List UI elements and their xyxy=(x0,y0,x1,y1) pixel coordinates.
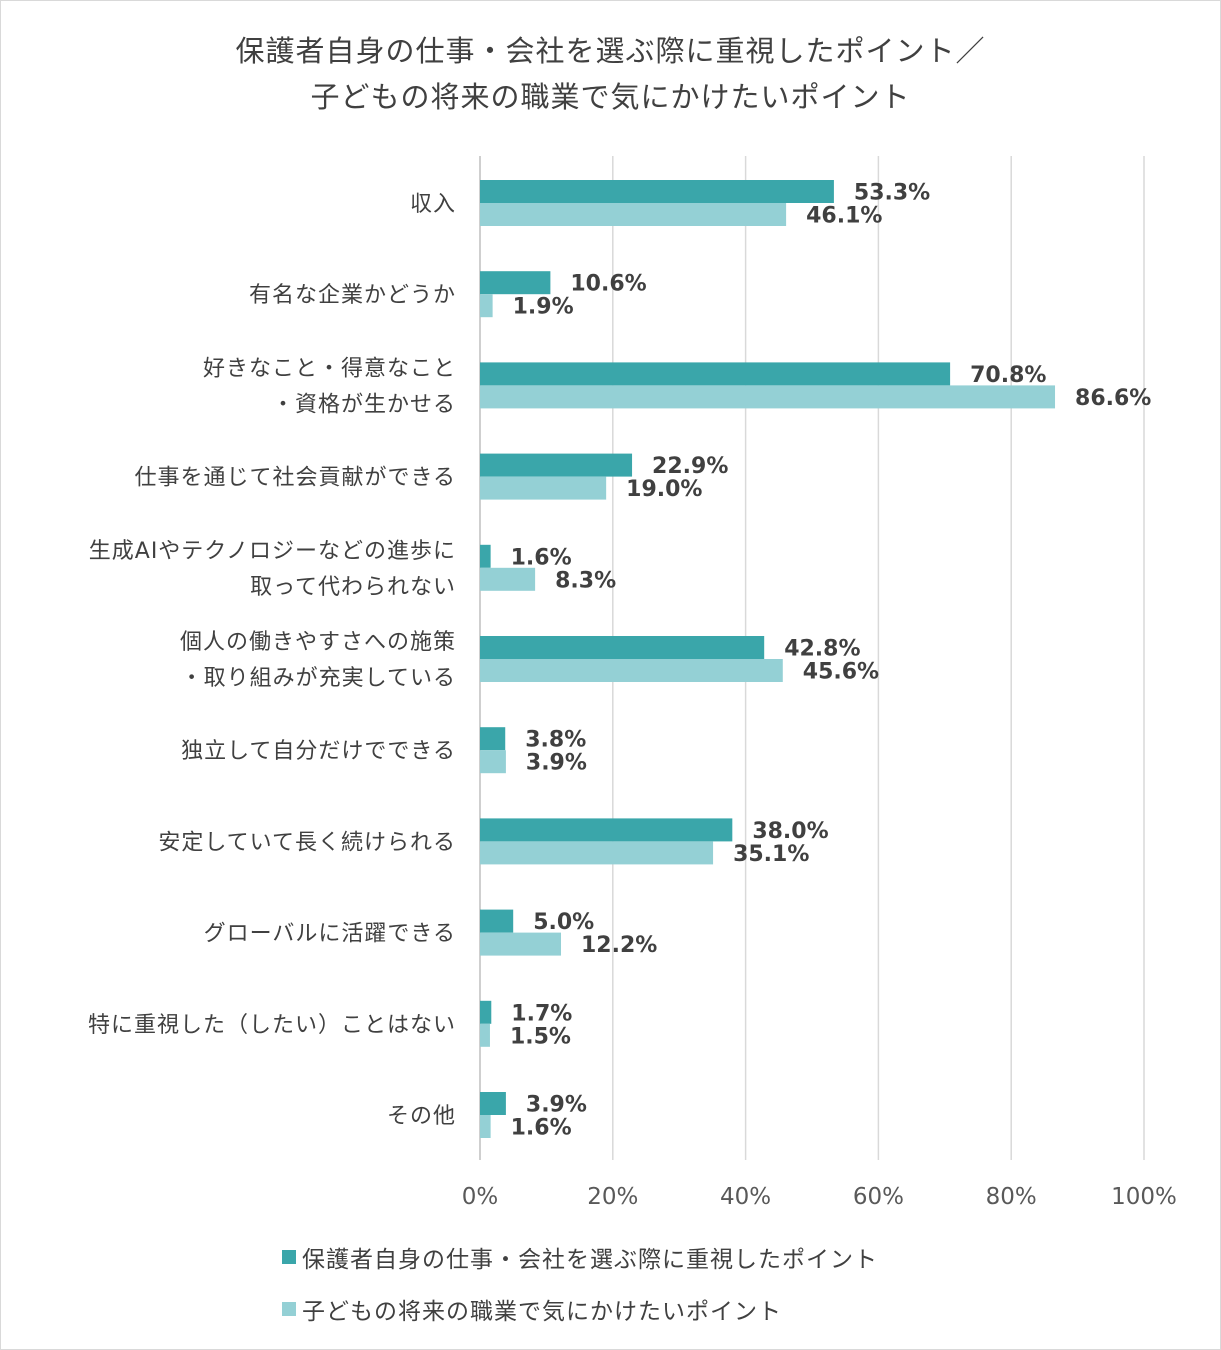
category-label: その他 xyxy=(387,1104,456,1129)
category-label-line: 好きなこと・得意なこと xyxy=(203,356,456,381)
category-label-line: 安定していて長く続けられる xyxy=(158,830,456,855)
category-label-line: 収入 xyxy=(410,192,456,217)
data-label: 46.1% xyxy=(806,204,882,229)
category-label: 有名な企業かどうか xyxy=(249,283,456,308)
data-label: 1.7% xyxy=(511,1001,572,1026)
bar-child xyxy=(480,932,562,956)
legend-item-child: 子どもの将来の職業で気にかけたいポイント xyxy=(282,1288,878,1330)
category-label: 生成AIやテクノロジーなどの進歩に取って代わられない xyxy=(89,539,456,600)
data-label: 22.9% xyxy=(652,454,728,479)
data-label: 1.6% xyxy=(511,1116,572,1141)
x-tick-label: 60% xyxy=(853,1184,904,1210)
data-label: 1.6% xyxy=(511,545,572,570)
data-label: 8.3% xyxy=(555,568,616,593)
category-labels: 収入有名な企業かどうか好きなこと・得意なこと・資格が生かせる仕事を通じて社会貢献… xyxy=(88,192,456,1129)
data-label: 86.6% xyxy=(1075,386,1151,411)
data-label: 12.2% xyxy=(581,933,657,958)
data-label: 1.5% xyxy=(510,1024,571,1049)
category-label-line: 取って代わられない xyxy=(250,575,456,600)
chart-title: 保護者自身の仕事・会社を選ぶ際に重視したポイント／ 子どもの将来の職業で気にかけ… xyxy=(0,28,1221,120)
chart-title-line-1: 保護者自身の仕事・会社を選ぶ際に重視したポイント／ xyxy=(235,34,986,68)
legend-label-child: 子どもの将来の職業で気にかけたいポイント xyxy=(302,1299,782,1325)
data-label: 3.8% xyxy=(525,728,586,753)
category-label: 独立して自分だけでできる xyxy=(181,739,456,764)
category-label: 安定していて長く続けられる xyxy=(158,830,456,855)
x-tick-label: 20% xyxy=(587,1184,638,1210)
category-label: 個人の働きやすさへの施策・取り組みが充実している xyxy=(180,630,456,691)
category-label: 特に重視した（したい）ことはない xyxy=(88,1013,456,1038)
legend-item-parent: 保護者自身の仕事・会社を選ぶ際に重視したポイント xyxy=(282,1236,878,1278)
bar-child xyxy=(480,659,783,682)
x-tick-labels: 0% 20% 40% 60% 80% 100% xyxy=(462,1184,1177,1210)
data-label: 5.0% xyxy=(533,910,594,935)
bar-parent xyxy=(480,1000,492,1024)
data-label: 38.0% xyxy=(752,819,828,844)
x-tick-label: 80% xyxy=(986,1184,1037,1210)
data-label: 53.3% xyxy=(854,181,930,206)
legend-swatch-child xyxy=(282,1302,296,1316)
data-label: 3.9% xyxy=(526,751,587,776)
x-tick-label: 0% xyxy=(462,1184,499,1210)
category-label-line: 生成AIやテクノロジーなどの進歩に xyxy=(89,539,456,564)
bar-child xyxy=(480,203,787,226)
legend: 保護者自身の仕事・会社を選ぶ際に重視したポイント 子どもの将来の職業で気にかけた… xyxy=(282,1236,878,1340)
category-label-line: 仕事を通じて社会貢献ができる xyxy=(134,466,456,491)
bar-child xyxy=(480,1023,490,1047)
data-label: 3.9% xyxy=(526,1093,587,1118)
category-label: グローバルに活躍できる xyxy=(204,922,456,947)
x-tick-label: 40% xyxy=(720,1184,771,1210)
bar-parent xyxy=(480,544,491,568)
bar-child xyxy=(480,567,536,591)
bar-parent xyxy=(480,727,506,751)
bar-parent xyxy=(480,636,765,659)
legend-label-parent: 保護者自身の仕事・会社を選ぶ際に重視したポイント xyxy=(302,1247,878,1273)
bar-parent xyxy=(480,362,951,386)
data-label: 1.9% xyxy=(513,295,574,320)
bar-parent xyxy=(480,909,514,933)
category-label-line: 有名な企業かどうか xyxy=(249,283,456,308)
bar-child xyxy=(480,841,714,865)
category-label-line: グローバルに活躍できる xyxy=(204,922,456,947)
data-label: 45.6% xyxy=(803,660,879,685)
legend-swatch-parent xyxy=(282,1250,296,1264)
category-label-line: 個人の働きやすさへの施策 xyxy=(180,630,456,655)
category-label-line: ・取り組みが充実している xyxy=(181,666,456,691)
category-label-line: その他 xyxy=(387,1104,456,1129)
bar-parent xyxy=(480,818,733,842)
data-label: 35.1% xyxy=(733,842,809,867)
bar-child xyxy=(480,476,607,500)
chart-title-line-2: 子どもの将来の職業で気にかけたいポイント xyxy=(310,80,911,114)
category-label: 仕事を通じて社会貢献ができる xyxy=(134,466,456,491)
data-label: 70.8% xyxy=(970,363,1046,388)
bar-parent xyxy=(480,1092,506,1115)
x-tick-label: 100% xyxy=(1111,1184,1177,1210)
data-label: 10.6% xyxy=(570,272,646,297)
category-label-line: ・資格が生かせる xyxy=(272,392,456,417)
bars xyxy=(480,180,1056,1138)
bar-parent xyxy=(480,180,834,203)
data-label: 42.8% xyxy=(784,637,860,662)
bar-parent xyxy=(480,453,633,477)
category-label: 好きなこと・得意なこと・資格が生かせる xyxy=(203,356,456,417)
bar-child xyxy=(480,750,506,774)
bar-child xyxy=(480,1115,491,1138)
data-label: 19.0% xyxy=(626,477,702,502)
bar-child xyxy=(480,385,1056,409)
value-labels: 53.3%46.1% 10.6%1.9% 70.8% 86.6% 22.9%19.0% 1… xyxy=(510,181,1151,1141)
bar-child xyxy=(480,294,493,318)
bar-parent xyxy=(480,271,551,295)
category-label-line: 特に重視した（したい）ことはない xyxy=(88,1013,456,1038)
category-label-line: 独立して自分だけでできる xyxy=(181,739,456,764)
category-label: 収入 xyxy=(410,192,456,217)
